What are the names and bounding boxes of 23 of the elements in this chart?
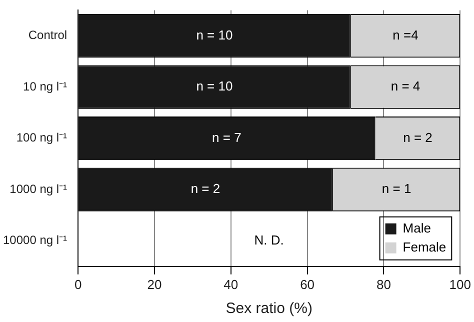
x-tick-label: 80: [376, 276, 391, 292]
x-axis-title: Sex ratio (%): [226, 300, 312, 318]
legend-label: Female: [402, 239, 446, 254]
annotation: n = 1: [382, 181, 412, 196]
annotation: n = 2: [403, 130, 432, 145]
annotation: n =4: [392, 27, 418, 42]
y-tick-label: 10 ng l⁻¹: [23, 79, 68, 94]
annotation: n = 10: [196, 27, 233, 42]
annotation: n = 7: [212, 130, 242, 145]
x-tick-label: 100: [449, 276, 472, 292]
x-tick-label: 60: [300, 276, 315, 292]
x-tick-label: 0: [74, 276, 82, 292]
legend-label: Male: [402, 220, 431, 236]
y-tick-label: 100 ng l⁻¹: [16, 130, 68, 145]
annotation: N. D.: [254, 232, 284, 248]
x-tick-label: 20: [147, 276, 162, 292]
annotation: n = 4: [390, 78, 420, 94]
x-tick-label: 40: [224, 276, 238, 292]
y-tick-label: Control: [28, 28, 68, 42]
y-tick-label: 10000 ng l⁻¹: [3, 233, 68, 248]
annotation: n = 10: [196, 78, 233, 94]
y-tick-label: 1000 ng l⁻¹: [10, 182, 68, 196]
annotation: n = 2: [190, 181, 220, 196]
